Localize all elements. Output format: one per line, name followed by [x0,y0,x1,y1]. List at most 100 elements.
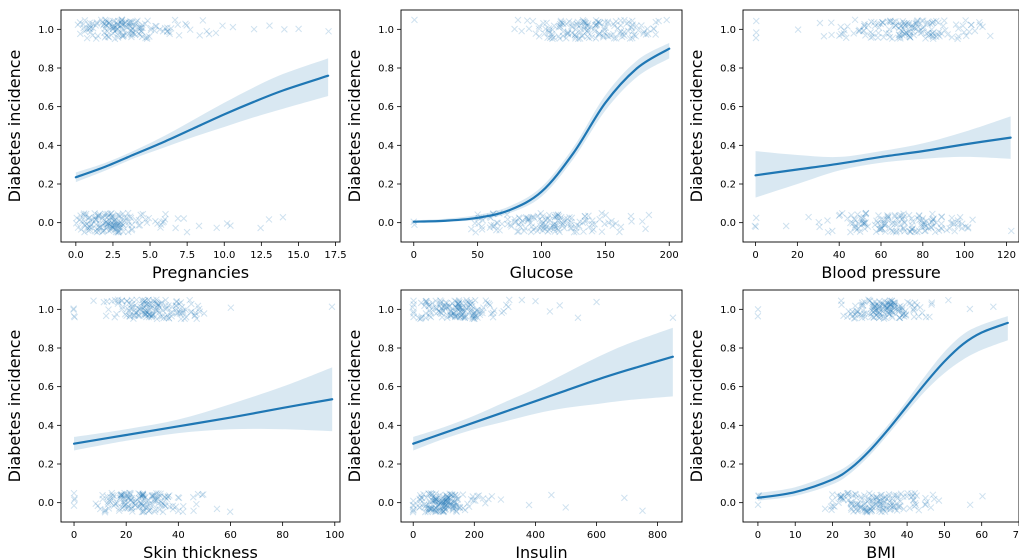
scatter-point [156,303,164,311]
scatter-point [429,490,436,498]
scatter-point [104,28,111,35]
y-axis-title: Diabetes incidence [345,330,364,483]
scatter-point [881,221,889,229]
scatter-point [943,226,951,234]
scatter-point [754,501,762,509]
scatter-point [141,495,148,502]
scatter-point [430,497,437,505]
scatter-point [103,19,110,26]
scatter-point [139,502,147,510]
scatter-point [441,503,449,511]
scatter-point [551,213,559,221]
scatter-point [889,309,897,316]
scatter-point [109,212,116,220]
scatter-point [576,22,584,29]
scatter-point [127,496,135,504]
scatter-point [119,21,126,29]
scatter-point [89,32,96,39]
scatter-point [888,297,896,305]
x-tick-label: 12.5 [250,250,272,261]
scatter-point [155,301,162,309]
scatter-point [523,215,530,222]
scatter-point [879,305,887,313]
scatter-point [836,493,844,501]
scatter-point [850,215,858,223]
scatter-point [538,221,546,229]
scatter-point [625,18,633,26]
scatter-point [588,33,596,41]
scatter-point [864,223,872,230]
scatter-point [573,221,581,229]
scatter-point [113,20,121,28]
scatter-point [923,18,931,26]
scatter-point [469,311,476,319]
scatter-point [112,228,120,236]
scatter-point [443,501,451,509]
scatter-point [432,297,440,305]
scatter-point [141,307,149,314]
scatter-point [80,20,87,28]
scatter-point [105,19,112,27]
scatter-point [604,19,612,27]
scatter-point [860,310,868,317]
scatter-point [152,506,159,513]
scatter-point [907,22,915,30]
scatter-point [937,224,945,232]
scatter-point [175,31,183,39]
scatter-point [104,213,111,221]
scatter-point [70,305,78,312]
scatter-point [124,495,132,502]
scatter-point [432,504,440,512]
scatter-point [905,211,913,219]
scatter-point [640,30,647,37]
x-tick-label: 600 [587,530,606,541]
scatter-point [125,495,133,503]
scatter-point [562,34,570,42]
scatter-point [425,490,433,498]
scatter-point [426,504,434,512]
scatter-point [452,313,459,320]
x-tick-label: 60 [875,250,888,261]
scatter-point [861,225,869,233]
scatter-point [429,497,436,505]
scatter-point [574,314,582,322]
scatter-point [422,310,430,317]
scatter-point [145,311,153,318]
scatter-point [617,17,625,24]
scatter-point [485,495,492,503]
scatter-point [861,20,868,28]
scatter-point [911,304,918,312]
y-tick-label: 0.0 [720,218,736,229]
scatter-point [922,217,930,225]
scatter-point [154,300,162,308]
scatter-point [628,34,636,42]
scatter-point [128,300,136,308]
scatter-point [837,297,845,305]
scatter-point [909,218,916,225]
scatter-point [928,218,936,225]
scatter-point [630,31,638,39]
scatter-point [162,210,169,218]
scatter-point [116,212,124,220]
scatter-point [851,501,858,508]
scatter-point [535,22,543,30]
scatter-point [571,31,579,38]
scatter-point [885,213,892,220]
scatter-point [551,228,559,235]
scatter-point [979,23,986,31]
scatter-point [81,17,89,24]
scatter-point [515,214,523,221]
scatter-point [551,213,559,221]
scatter-point [459,306,466,313]
scatter-point [901,218,908,226]
scatter-point [598,228,606,236]
scatter-point [816,19,824,27]
scatter-point [109,491,116,499]
scatter-point [422,297,430,305]
scatter-point [897,35,904,42]
scatter-point [893,220,901,228]
scatter-point [626,35,634,42]
scatter-point [105,19,113,27]
scatter-point [618,33,626,41]
scatter-point [897,221,905,229]
